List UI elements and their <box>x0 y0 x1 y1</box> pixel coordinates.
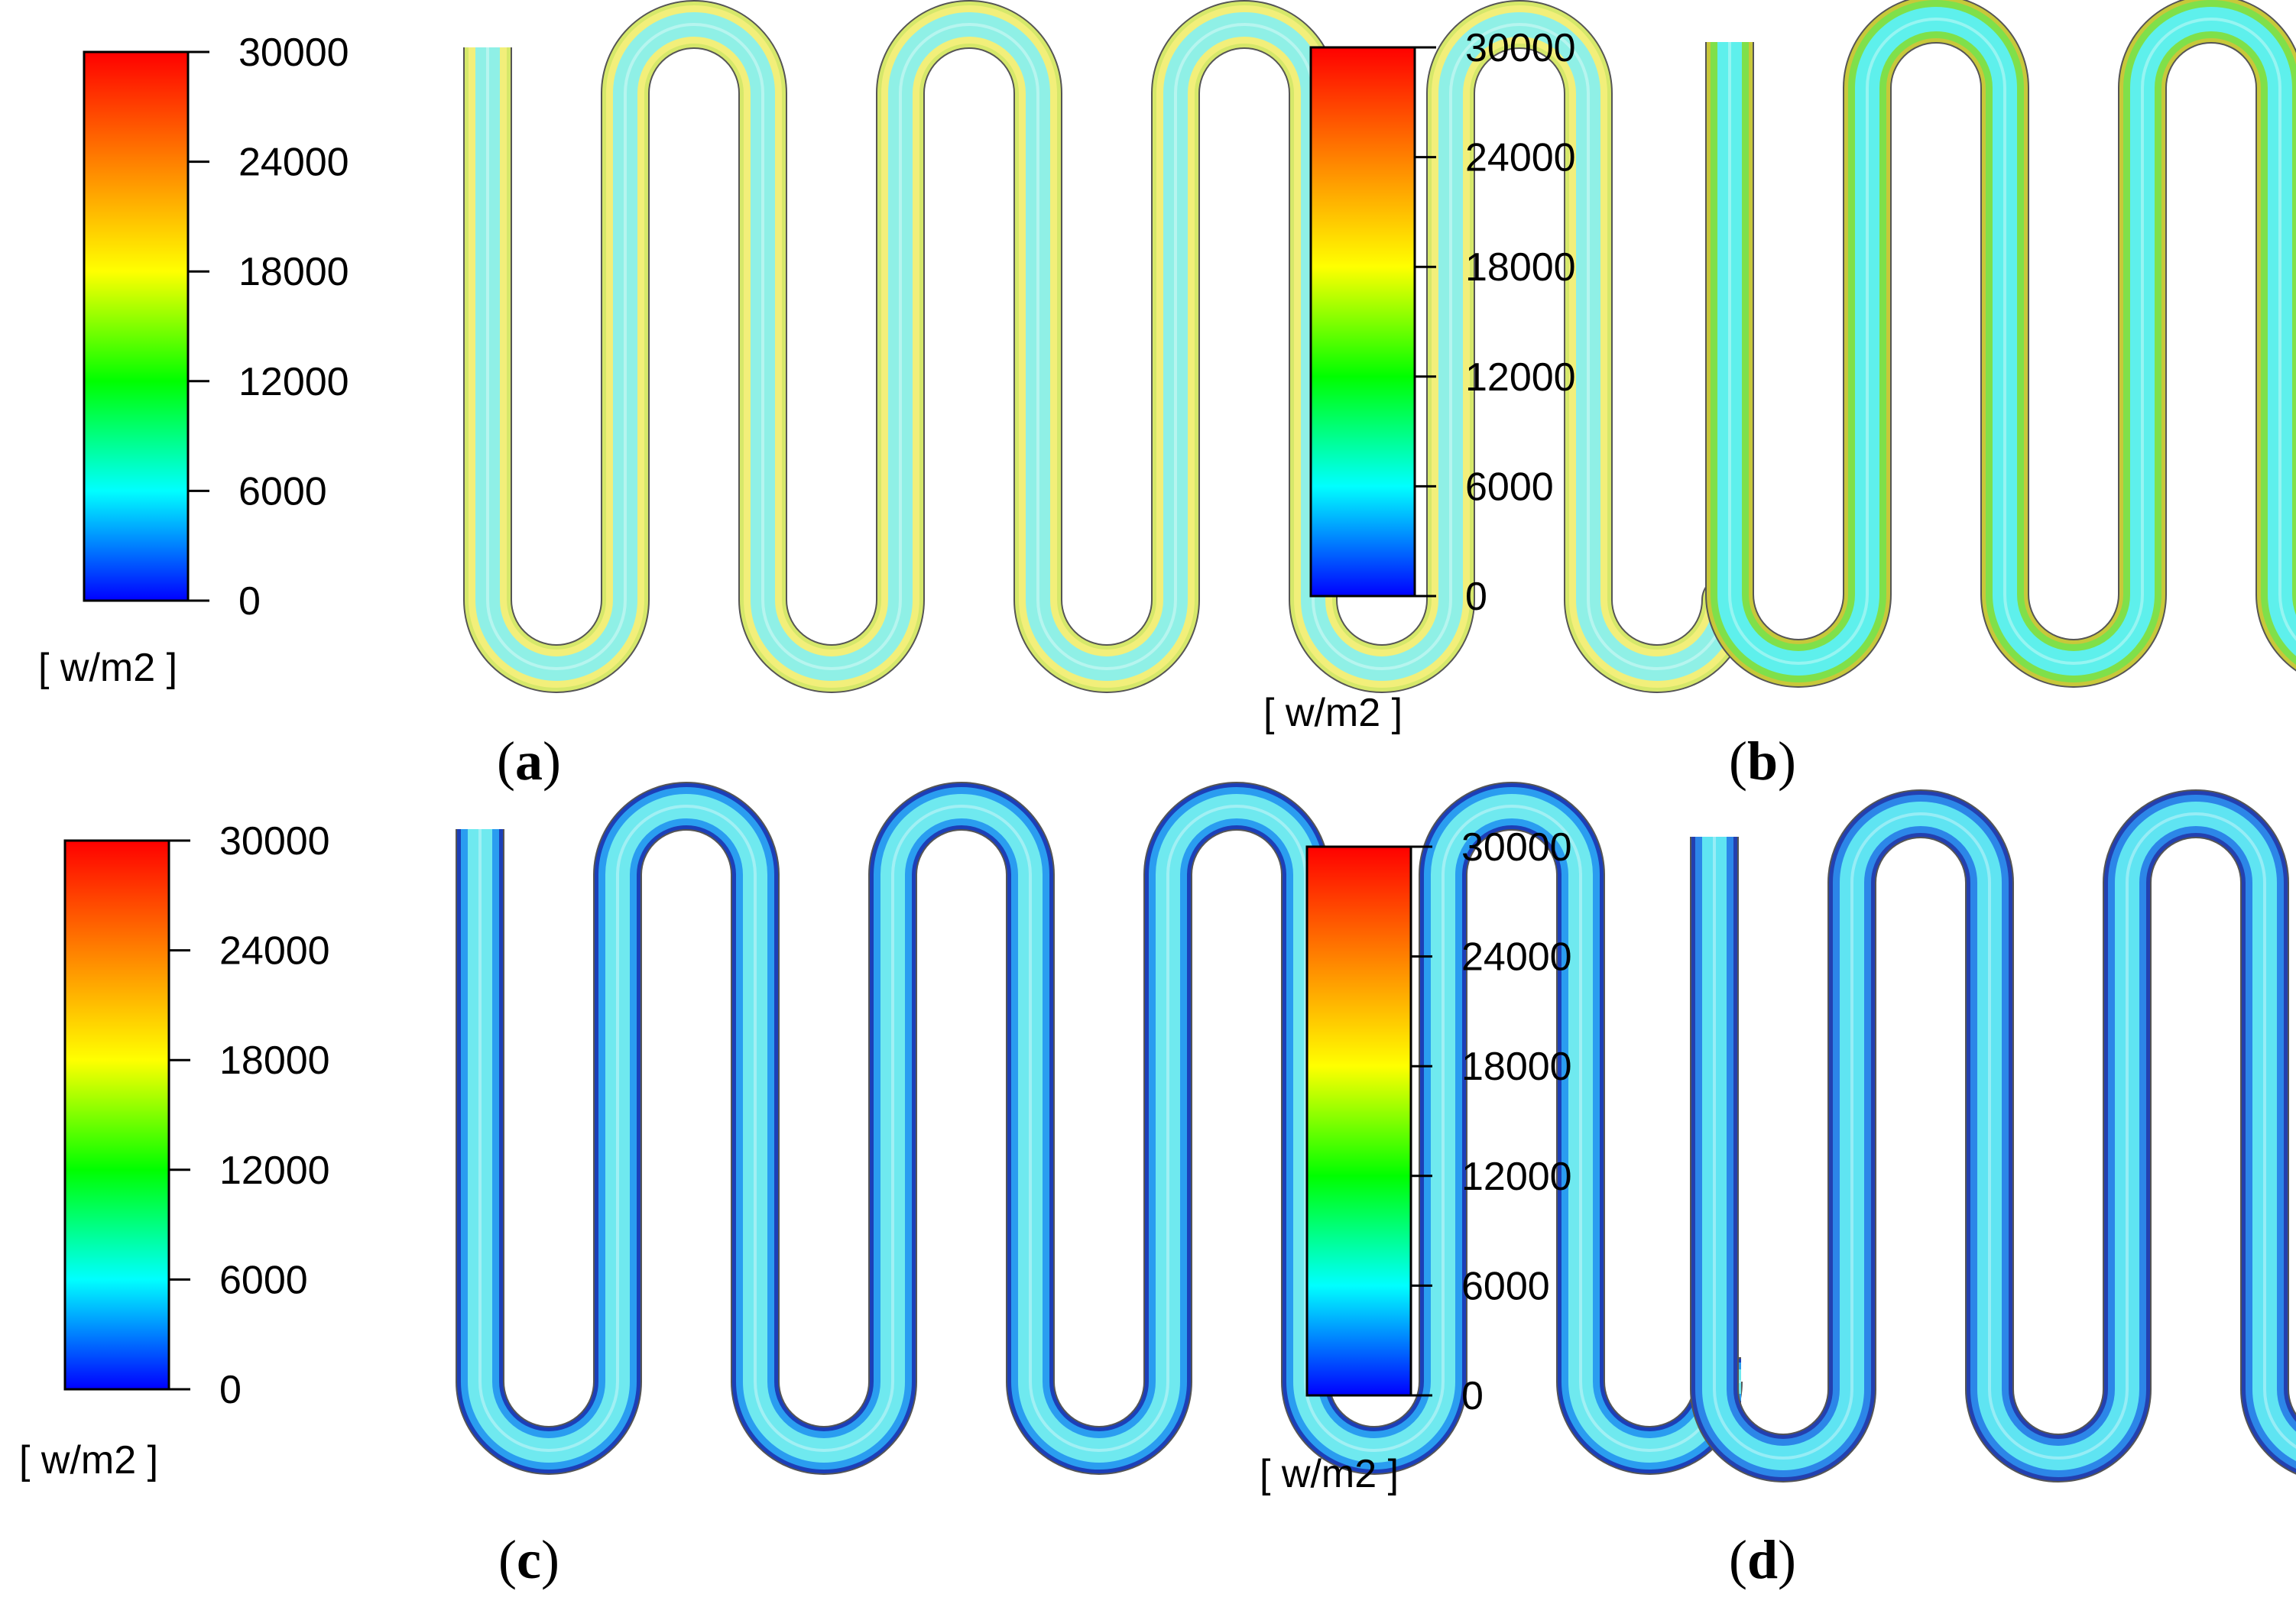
channel-core-flow <box>1702 802 2296 1470</box>
serpentine-channel <box>1705 0 2296 688</box>
colorbar: 30000 24000 18000 12000 6000 0 [ w/m2 ] <box>1260 825 1572 1496</box>
colorbar-ticks: 30000 24000 18000 12000 6000 0 <box>169 819 330 1412</box>
colorbar-tick-label: 30000 <box>219 819 330 864</box>
colorbar-tick-label: 12000 <box>219 1149 330 1193</box>
channel-core-flow <box>468 794 1741 1463</box>
colorbar-tick-label: 6000 <box>219 1258 308 1302</box>
colorbar-tick-label: 30000 <box>238 31 349 75</box>
colorbar-tick-label: 12000 <box>1465 355 1576 400</box>
colorbar-ticks: 30000 24000 18000 12000 6000 0 <box>1415 26 1576 619</box>
channel-center-streak <box>1713 812 2296 1460</box>
colorbar-tick-label: 6000 <box>1461 1264 1550 1308</box>
channel-core-flow <box>1717 7 2296 676</box>
colorbar-unit: [ w/m2 ] <box>38 646 177 690</box>
serpentine-channel <box>456 782 1743 1475</box>
colorbar-ticks: 30000 24000 18000 12000 6000 0 <box>188 31 349 624</box>
colorbar: 30000 24000 18000 12000 6000 0 [ w/m2 ] <box>38 31 349 690</box>
colorbar-tick-label: 30000 <box>1465 26 1576 70</box>
colorbar-tick-label: 18000 <box>238 250 349 294</box>
colorbar-unit: [ w/m2 ] <box>1263 691 1403 735</box>
colorbar-tick-label: 18000 <box>1461 1045 1572 1089</box>
channel-center-streak <box>486 23 1749 670</box>
channel-outline <box>463 0 1750 693</box>
channel-wall-layer <box>457 783 1741 1473</box>
channel-center-streak <box>478 805 1741 1452</box>
channel-edge-layer <box>469 5 1749 688</box>
serpentine-channel <box>463 0 1750 693</box>
colorbar-gradient <box>1309 46 1416 598</box>
colorbar-tick-label: 6000 <box>1465 465 1554 509</box>
colorbar-unit: [ w/m2 ] <box>1260 1452 1399 1496</box>
panel-c: 30000 24000 18000 12000 6000 0 [ w/m2 ] (c) <box>19 782 1743 1590</box>
panel-caption: (c) <box>498 1529 559 1590</box>
panel-caption: (a) <box>497 731 561 792</box>
colorbar-unit: [ w/m2 ] <box>19 1438 158 1482</box>
colorbar-tick-label: 24000 <box>1461 935 1572 980</box>
colorbar-gradient <box>83 50 190 602</box>
channel-wall-layer <box>465 2 1749 692</box>
colorbar-gradient <box>63 839 170 1391</box>
colorbar-tick-label: 24000 <box>1465 136 1576 180</box>
colorbar-tick-label: 0 <box>238 579 261 624</box>
colorbar-ticks: 30000 24000 18000 12000 6000 0 <box>1411 825 1572 1418</box>
colorbar-tick-label: 30000 <box>1461 825 1572 870</box>
panel-caption: (d) <box>1729 1529 1796 1590</box>
colorbar-tick-label: 24000 <box>219 929 330 974</box>
channel-core-flow <box>475 12 1749 681</box>
channel-outline <box>456 782 1743 1475</box>
colorbar-tick-label: 0 <box>1465 575 1487 619</box>
channel-edge-layer <box>461 787 1741 1470</box>
panel-a: 30000 24000 18000 12000 6000 0 [ w/m2 ] (a) <box>38 0 1750 792</box>
colorbar-tick-label: 18000 <box>219 1039 330 1083</box>
colorbar-tick-label: 12000 <box>1461 1155 1572 1199</box>
channel-center-streak <box>1728 18 2296 665</box>
colorbar: 30000 24000 18000 12000 6000 0 [ w/m2 ] <box>19 819 330 1482</box>
colorbar: 30000 24000 18000 12000 6000 0 [ w/m2 ] <box>1263 26 1576 735</box>
colorbar-tick-label: 24000 <box>238 141 349 185</box>
colorbar-tick-label: 0 <box>219 1368 242 1412</box>
channel-edge-layer <box>1695 795 2296 1477</box>
colorbar-tick-label: 0 <box>1461 1374 1484 1418</box>
panel-caption: (b) <box>1729 731 1796 792</box>
colorbar-gradient <box>1305 845 1412 1397</box>
serpentine-channel <box>1690 789 2296 1482</box>
colorbar-tick-label: 6000 <box>238 469 327 514</box>
panel-b: 30000 24000 18000 12000 6000 0 [ w/m2 ] (b) <box>1263 0 2296 792</box>
colorbar-tick-label: 18000 <box>1465 245 1576 290</box>
panel-d: 30000 24000 18000 12000 6000 0 [ w/m2 ] (d) <box>1260 789 2296 1590</box>
colorbar-tick-label: 12000 <box>238 360 349 404</box>
